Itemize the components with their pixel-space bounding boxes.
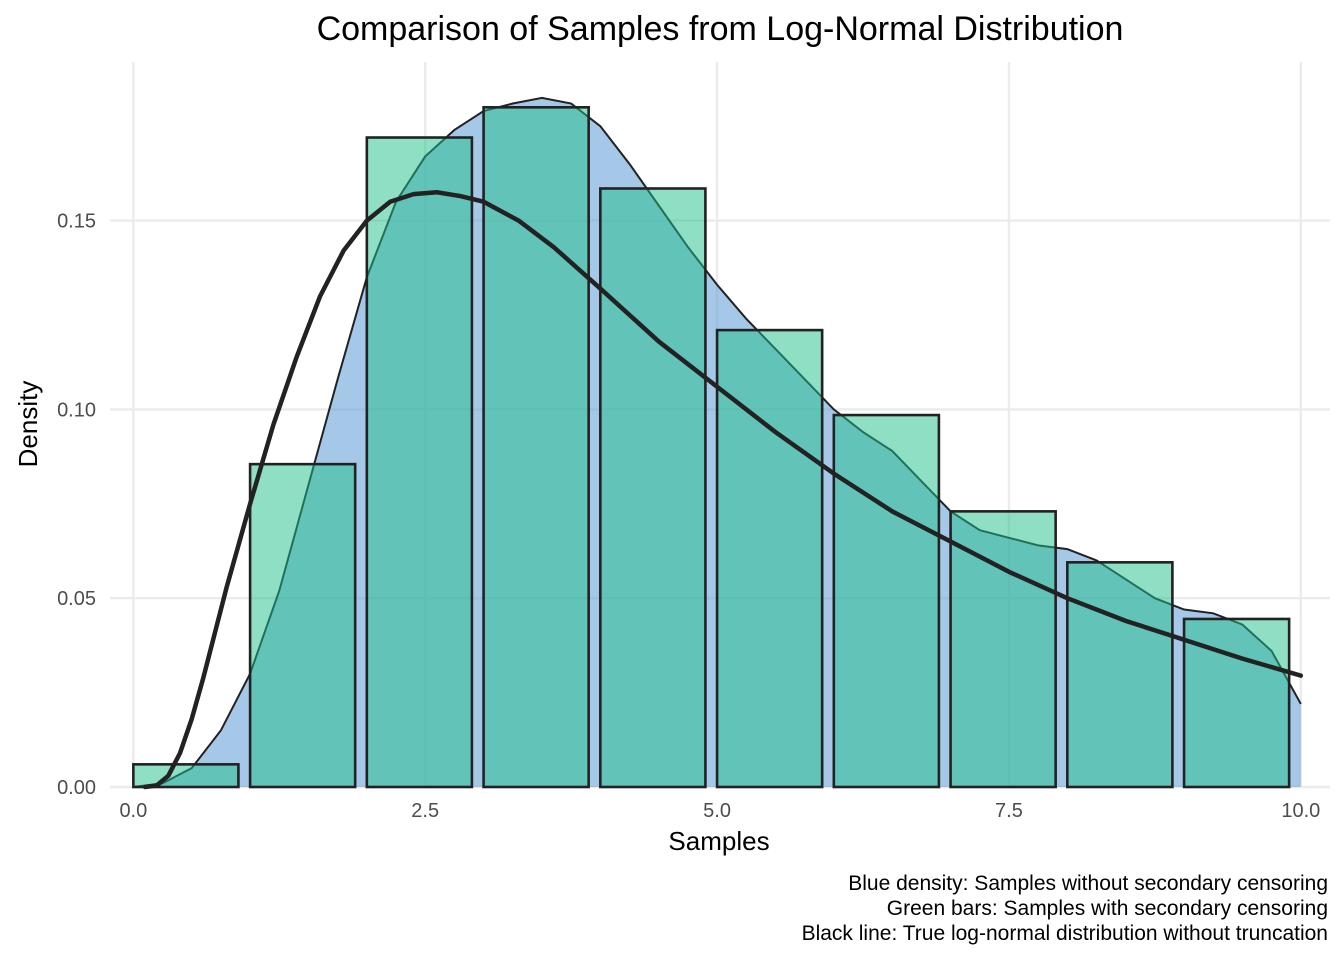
y-tick-label: 0.00	[57, 777, 96, 799]
x-tick-label: 5.0	[703, 800, 731, 822]
y-tick-label: 0.15	[57, 211, 96, 233]
x-tick-label: 0.0	[119, 800, 147, 822]
x-tick-label: 10.0	[1281, 800, 1320, 822]
x-tick-label: 7.5	[995, 800, 1023, 822]
caption-line: Green bars: Samples with secondary censo…	[887, 897, 1328, 920]
y-tick-label: 0.05	[57, 588, 96, 610]
histogram-bar	[482, 106, 590, 789]
caption-line: Black line: True log-normal distribution…	[802, 922, 1328, 945]
y-tick-label: 0.10	[57, 399, 96, 421]
true-distribution-line-layer	[142, 190, 1304, 790]
histogram-bar	[132, 763, 240, 789]
histogram-bar	[715, 328, 824, 789]
histogram-bar	[832, 413, 941, 789]
histogram-bar	[1066, 561, 1174, 789]
histogram-bar	[949, 510, 1057, 789]
y-axis-title: Density	[13, 381, 43, 468]
true-lognormal-line	[142, 190, 1304, 790]
x-tick-label: 2.5	[411, 800, 439, 822]
histogram-bar	[248, 462, 357, 789]
caption-line: Blue density: Samples without secondary …	[848, 872, 1328, 895]
histogram-bar	[599, 187, 707, 789]
chart-title: Comparison of Samples from Log-Normal Di…	[317, 10, 1124, 48]
histogram-bar	[365, 136, 474, 789]
tick-labels: 0.0 2.5 5.0 7.5 10.0 0.00 0.05 0.10 0.15	[57, 211, 1320, 822]
x-axis-title: Samples	[668, 826, 769, 856]
